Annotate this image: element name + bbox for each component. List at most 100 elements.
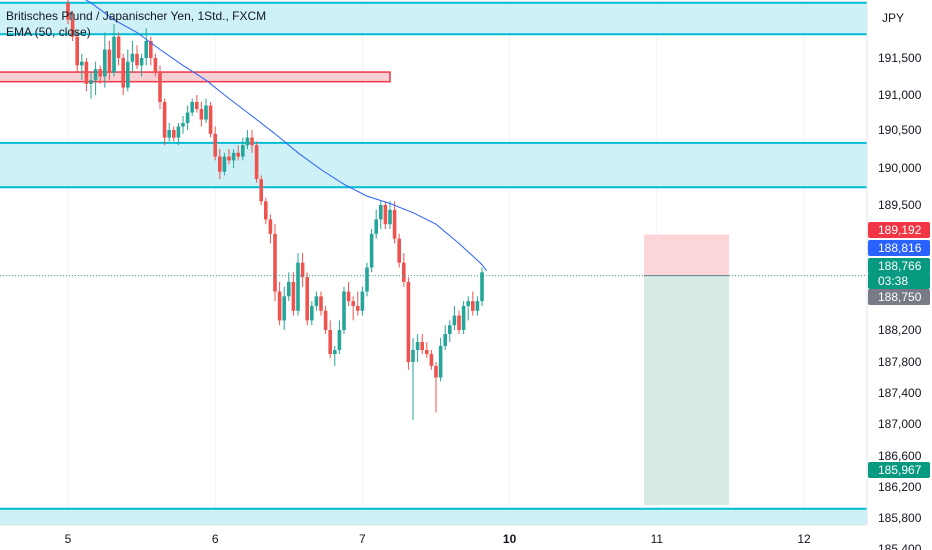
candle-body-48: [287, 281, 291, 297]
candle-body-31: [208, 105, 213, 134]
x-tick-label: 12: [797, 532, 811, 546]
candle-body-23: [172, 130, 176, 138]
currency-label: JPY: [882, 11, 904, 25]
price-tag-label: 188,766: [878, 259, 922, 273]
candle-body-67: [374, 219, 378, 234]
candle-body-2: [75, 36, 79, 66]
candle-body-13: [126, 61, 130, 88]
stop-loss-area: [644, 234, 729, 276]
price-tag-label: 189,192: [878, 223, 922, 237]
candle-body-26: [185, 112, 190, 123]
candle-body-3: [80, 61, 84, 66]
candle-body-20: [158, 72, 162, 102]
ema-indicator-label[interactable]: EMA (50, close): [6, 25, 91, 39]
candle-body-87: [466, 301, 470, 306]
candle-body-24: [176, 126, 181, 138]
candle-body-4: [84, 61, 89, 84]
candle-body-78: [425, 350, 429, 354]
candle-body-59: [337, 330, 342, 350]
chart-legend: Britisches Pfund / Japanischer Yen, 1Std…: [6, 8, 266, 40]
candle-body-35: [227, 156, 231, 161]
candle-body-37: [236, 152, 240, 157]
x-tick-label: 5: [65, 532, 72, 546]
candle-body-46: [277, 291, 282, 321]
candle-body-43: [264, 201, 268, 220]
candle-body-69: [383, 205, 388, 225]
candle-body-64: [360, 291, 365, 311]
candle-body-33: [218, 156, 222, 172]
price-tag-label: 03:38: [878, 274, 908, 288]
candle-body-12: [121, 58, 125, 88]
short-position-tool[interactable]: [644, 234, 729, 506]
take-profit-area: [644, 275, 729, 506]
candle-body-84: [452, 315, 457, 326]
time-axis-background[interactable]: [0, 525, 867, 550]
candle-body-21: [162, 102, 167, 138]
candle-body-72: [397, 238, 401, 263]
candle-body-70: [388, 209, 392, 225]
candle-body-32: [213, 133, 217, 157]
candle-body-73: [402, 262, 406, 282]
candle-body-42: [259, 179, 263, 202]
candle-body-30: [204, 105, 208, 120]
y-tick-label: 188,200: [878, 323, 922, 337]
candle-body-71: [392, 209, 397, 239]
candle-body-10: [112, 36, 116, 73]
candle-body-5: [89, 80, 93, 84]
candle-body-11: [116, 36, 121, 58]
y-tick-label: 187,000: [878, 417, 922, 431]
candle-body-29: [199, 109, 204, 120]
y-tick-label: 190,500: [878, 123, 922, 137]
candle-body-28: [195, 102, 199, 109]
candle-body-65: [365, 267, 369, 292]
price-tag-label: 188,816: [878, 241, 922, 255]
x-tick-label: 7: [359, 532, 366, 546]
candle-body-36: [231, 152, 236, 161]
candle-body-6: [93, 69, 98, 81]
candle-body-62: [351, 301, 355, 306]
candle-body-76: [415, 342, 420, 350]
ema-line: [84, 0, 488, 272]
candle-body-34: [222, 156, 227, 172]
candle-body-77: [420, 342, 424, 350]
y-tick-label: 185,400: [878, 542, 922, 550]
price-tag-label: 188,750: [878, 290, 922, 304]
candle-body-45: [273, 233, 277, 292]
candle-body-44: [268, 219, 273, 234]
candle-body-53: [310, 305, 314, 321]
price-tag-bg: [868, 289, 930, 305]
candle-body-50: [296, 262, 300, 311]
candle-body-89: [475, 301, 480, 311]
candle-body-49: [291, 281, 296, 311]
candle-body-63: [356, 305, 360, 311]
price-axis-ticks: 191,500 191,000 190,500 190,000 189,500 188,2…: [878, 51, 922, 550]
zone-1: [0, 142, 867, 188]
candle-body-55: [319, 296, 323, 311]
candle-body-39: [245, 137, 250, 146]
candle-body-18: [149, 41, 153, 58]
time-axis-ticks: 5 6 7 10 11 12: [65, 532, 811, 546]
price-tag-bg: [868, 240, 930, 256]
candle-body-79: [429, 354, 434, 366]
candle-body-56: [323, 310, 328, 330]
symbol-title[interactable]: Britisches Pfund / Japanischer Yen, 1Std…: [6, 9, 267, 23]
y-tick-label: 186,600: [878, 449, 922, 463]
candle-body-41: [254, 145, 259, 180]
candle-body-58: [333, 350, 337, 354]
y-tick-label: 187,800: [878, 355, 922, 369]
y-tick-label: 189,500: [878, 198, 922, 212]
candle-body-0: [66, 2, 70, 20]
candle-body-17: [144, 41, 148, 58]
candle-body-86: [461, 305, 466, 330]
candle-body-80: [434, 365, 438, 378]
candle-body-75: [411, 350, 415, 362]
candlestick-series: [66, 0, 484, 421]
price-tag-bg: [868, 258, 930, 274]
candle-body-9: [107, 49, 112, 73]
candle-body-22: [167, 130, 171, 138]
candle-body-81: [438, 346, 443, 378]
price-tag-bg: [868, 222, 930, 238]
candle-body-61: [346, 291, 351, 302]
